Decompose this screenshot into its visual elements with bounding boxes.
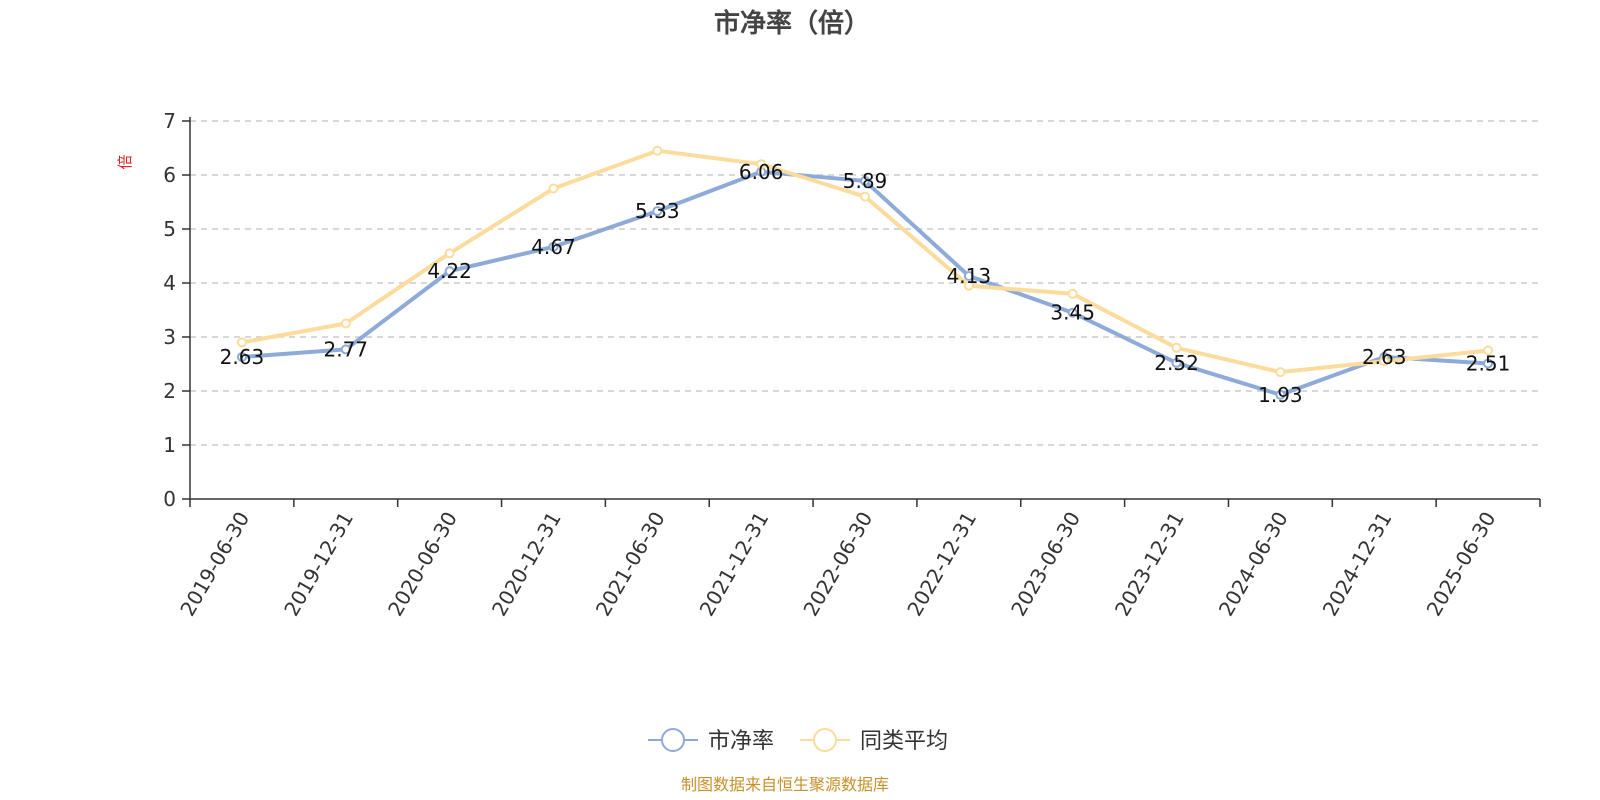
series-point-1: [444, 266, 455, 277]
x-tick-label: 2019-12-31: [279, 508, 358, 621]
series-point-1: [652, 206, 663, 217]
data-label: 2.77: [324, 337, 369, 361]
data-label: 5.89: [843, 169, 888, 193]
data-label: 1.93: [1258, 383, 1303, 407]
chart-title: 市净率（倍）: [714, 8, 870, 39]
series-point-2: [236, 337, 247, 348]
series-point-1: [1275, 389, 1286, 400]
y-tick-label: 6: [163, 163, 176, 187]
x-tick-label: 2025-06-30: [1422, 508, 1501, 621]
y-tick-label: 3: [163, 325, 176, 349]
series-point-1: [963, 270, 974, 281]
x-tick-label: 2024-12-31: [1318, 508, 1397, 621]
y-axis-label: 倍: [116, 154, 134, 169]
data-label: 6.06: [739, 160, 784, 184]
series-point-2: [756, 159, 767, 170]
legend-label-2: 同类平均: [860, 729, 948, 754]
series-point-1: [1067, 307, 1078, 318]
series-lines: [236, 145, 1494, 400]
data-label: 4.67: [531, 235, 576, 259]
x-tick-label: 2019-06-30: [175, 508, 254, 621]
legend[interactable]: 市净率 同类平均: [648, 728, 948, 754]
series-point-1: [1483, 358, 1494, 369]
x-tick-label: 2023-06-30: [1006, 508, 1085, 621]
grid-lines: [190, 120, 1540, 446]
series-point-1: [860, 175, 870, 186]
y-tick-label: 1: [163, 433, 176, 457]
series-point-2: [1379, 356, 1390, 367]
series-point-2: [340, 318, 351, 329]
series-point-1: [548, 241, 559, 252]
x-tick-label: 2022-12-31: [902, 508, 981, 621]
data-labels: 2.63 2.77 4.22 4.67 5.33 6.06 5.89 4.13 3.45 2.52…: [220, 160, 1511, 407]
x-tick-label: 2020-12-31: [487, 508, 566, 621]
y-tick-label: 4: [163, 271, 176, 295]
series-point-2: [1067, 288, 1078, 299]
series-point-2: [652, 145, 663, 156]
legend-marker-2: [813, 728, 837, 752]
series-point-1: [1171, 357, 1182, 368]
legend-label-1: 市净率: [708, 729, 774, 754]
x-tick-label: 2021-06-30: [591, 508, 670, 621]
legend-marker-1: [661, 728, 685, 752]
y-tick-label: 5: [163, 217, 176, 241]
data-label: 4.13: [947, 264, 992, 288]
series-point-2: [860, 191, 870, 202]
series-point-1: [340, 344, 351, 355]
x-tick-label: 2022-06-30: [798, 508, 877, 621]
series-point-1: [236, 351, 247, 362]
y-tick-label: 7: [163, 109, 176, 133]
data-label: 2.51: [1466, 351, 1511, 375]
series-point-2: [1483, 345, 1494, 356]
data-label: 3.45: [1050, 301, 1095, 325]
x-tick-label: 2023-12-31: [1110, 508, 1189, 621]
data-label: 4.22: [427, 259, 472, 283]
x-tick-label: 2024-06-30: [1214, 508, 1293, 621]
data-label: 2.63: [1362, 345, 1407, 369]
y-axis: 0 1 2 3 4 5 6 7: [163, 109, 191, 511]
y-tick-label: 0: [163, 487, 176, 511]
series-point-2: [548, 183, 559, 194]
data-label: 2.63: [220, 345, 265, 369]
source-note: 制图数据来自恒生聚源数据库: [681, 775, 889, 794]
data-label: 5.33: [635, 199, 680, 223]
x-tick-label: 2020-06-30: [383, 508, 462, 621]
data-label: 2.52: [1154, 351, 1199, 375]
series-point-2: [1171, 342, 1182, 353]
series-point-2: [1275, 367, 1286, 378]
series-point-2: [963, 280, 974, 291]
series-point-2: [444, 248, 455, 259]
y-tick-label: 2: [163, 379, 176, 403]
x-axis: 2019-06-30 2019-12-31 2020-06-30 2020-12-31…: [175, 498, 1541, 621]
x-tick-label: 2021-12-31: [695, 508, 774, 621]
